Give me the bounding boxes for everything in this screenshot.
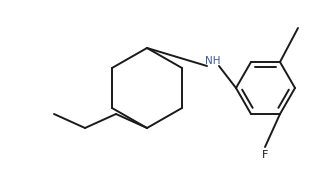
- Text: F: F: [262, 150, 268, 160]
- Text: NH: NH: [205, 56, 221, 66]
